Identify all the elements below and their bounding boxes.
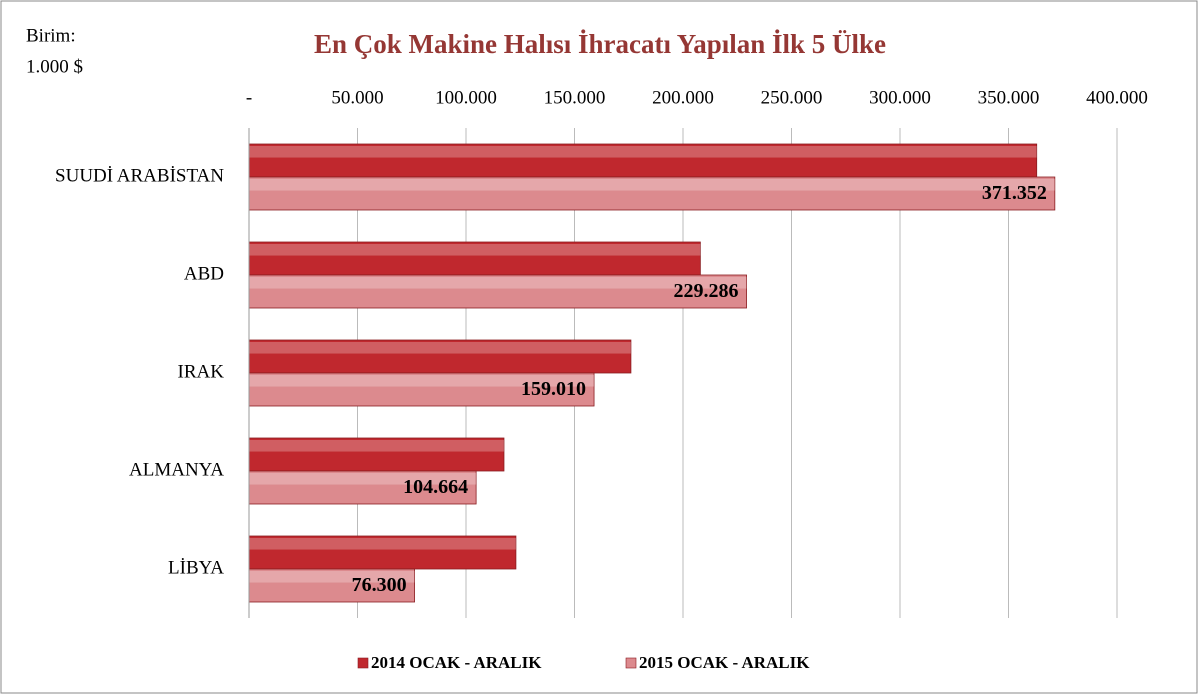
x-tick-label: 150.000 (544, 87, 606, 108)
bar-highlight (249, 440, 504, 452)
data-label: 159.010 (521, 378, 586, 400)
data-label: 229.286 (674, 280, 739, 302)
bar-highlight (249, 571, 415, 583)
bar (248, 274, 747, 309)
bar (248, 372, 595, 407)
y-tick-label: IRAK (178, 361, 225, 382)
legend-label: 2014 OCAK - ARALIK (371, 653, 542, 672)
chart-title: En Çok Makine Halısı İhracatı Yapılan İl… (314, 29, 886, 59)
x-tick-label: 350.000 (978, 87, 1040, 108)
bar (248, 176, 1056, 211)
data-label: 371.352 (982, 182, 1047, 204)
y-tick-label: ALMANYA (129, 459, 224, 480)
x-tick-label: 100.000 (435, 87, 497, 108)
y-tick-label: SUUDİ ARABİSTAN (55, 165, 224, 186)
bar (248, 535, 517, 570)
unit-label: Birim: (26, 25, 76, 46)
data-label: 104.664 (403, 476, 468, 498)
bar-highlight (249, 179, 1055, 191)
legend-label: 2015 OCAK - ARALIK (639, 653, 810, 672)
x-tick-label: 50.000 (331, 87, 383, 108)
x-tick-label: - (246, 87, 252, 108)
bar (248, 437, 505, 472)
legend-swatch (357, 657, 369, 669)
bar-highlight (249, 375, 595, 387)
y-tick-label: LİBYA (168, 557, 224, 578)
legend-swatch (625, 657, 637, 669)
bar-highlight (249, 146, 1037, 158)
x-tick-label: 400.000 (1086, 87, 1148, 108)
bar-highlight (249, 277, 747, 289)
bar-highlight (249, 538, 516, 550)
bar-highlight (249, 244, 701, 256)
unit-label: 1.000 $ (26, 56, 83, 77)
x-tick-label: 250.000 (761, 87, 823, 108)
bar (248, 339, 632, 374)
x-tick-label: 300.000 (869, 87, 931, 108)
data-label: 76.300 (352, 574, 407, 596)
bar-highlight (249, 342, 631, 354)
x-tick-label: 200.000 (652, 87, 714, 108)
bar (248, 470, 477, 505)
y-tick-label: ABD (184, 263, 224, 284)
bar-highlight (249, 473, 477, 485)
